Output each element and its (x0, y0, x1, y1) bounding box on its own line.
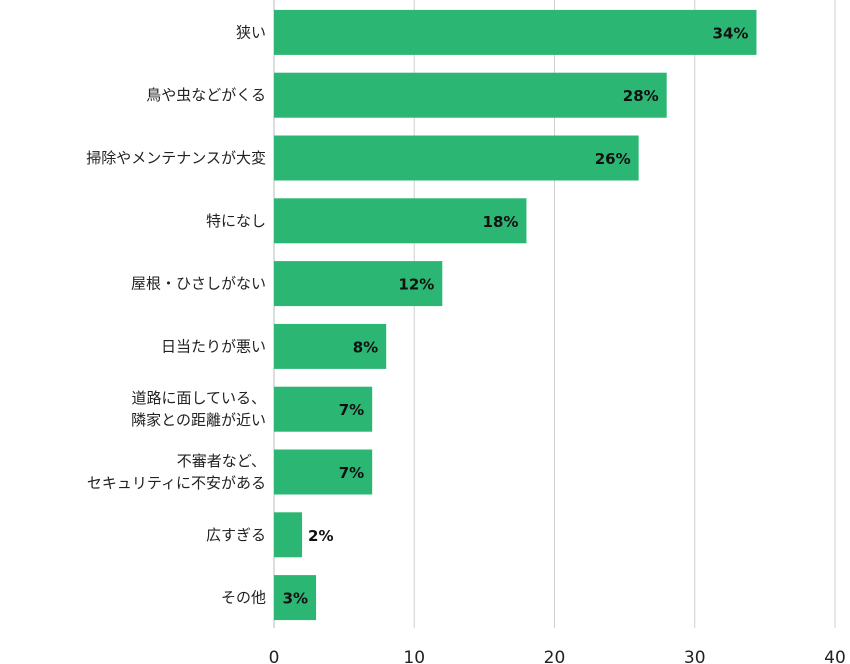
x-tick-label: 20 (544, 648, 566, 664)
bar (274, 135, 639, 181)
category-label: 隣家との距離が近い (131, 411, 266, 429)
data-label: 28% (623, 87, 659, 105)
x-tick-label: 30 (684, 648, 706, 664)
data-label: 7% (339, 401, 364, 419)
category-label: 日当たりが悪い (161, 337, 266, 355)
bar (274, 323, 387, 369)
data-label: 18% (483, 213, 519, 231)
bar (274, 198, 527, 244)
category-label: その他 (221, 589, 266, 607)
category-label: セキュリティに不安がある (87, 474, 266, 492)
x-tick-label: 40 (824, 648, 846, 664)
data-label: 2% (308, 527, 333, 545)
data-label: 34% (713, 24, 749, 42)
category-label: 屋根・ひさしがない (131, 275, 266, 293)
category-label: 広すぎる (206, 526, 266, 544)
data-label: 8% (353, 338, 378, 356)
bar (274, 72, 667, 118)
bar (274, 449, 373, 495)
category-label: 鳥や虫などがくる (146, 86, 266, 104)
x-tick-label: 0 (269, 648, 280, 664)
data-label: 12% (398, 276, 434, 294)
category-label: 不審者など、 (177, 452, 266, 470)
data-label: 3% (283, 590, 308, 608)
bar (274, 9, 757, 55)
category-label: 道路に面している、 (131, 389, 266, 407)
data-label: 26% (595, 150, 631, 168)
bar (274, 575, 317, 621)
bar (274, 386, 373, 432)
bar (274, 512, 303, 558)
category-label: 特になし (206, 212, 266, 230)
x-tick-label: 10 (403, 648, 425, 664)
data-label: 7% (339, 464, 364, 482)
category-label: 狭い (236, 23, 266, 41)
category-label: 掃除やメンテナンスが大変 (86, 149, 266, 167)
bar (274, 261, 443, 307)
